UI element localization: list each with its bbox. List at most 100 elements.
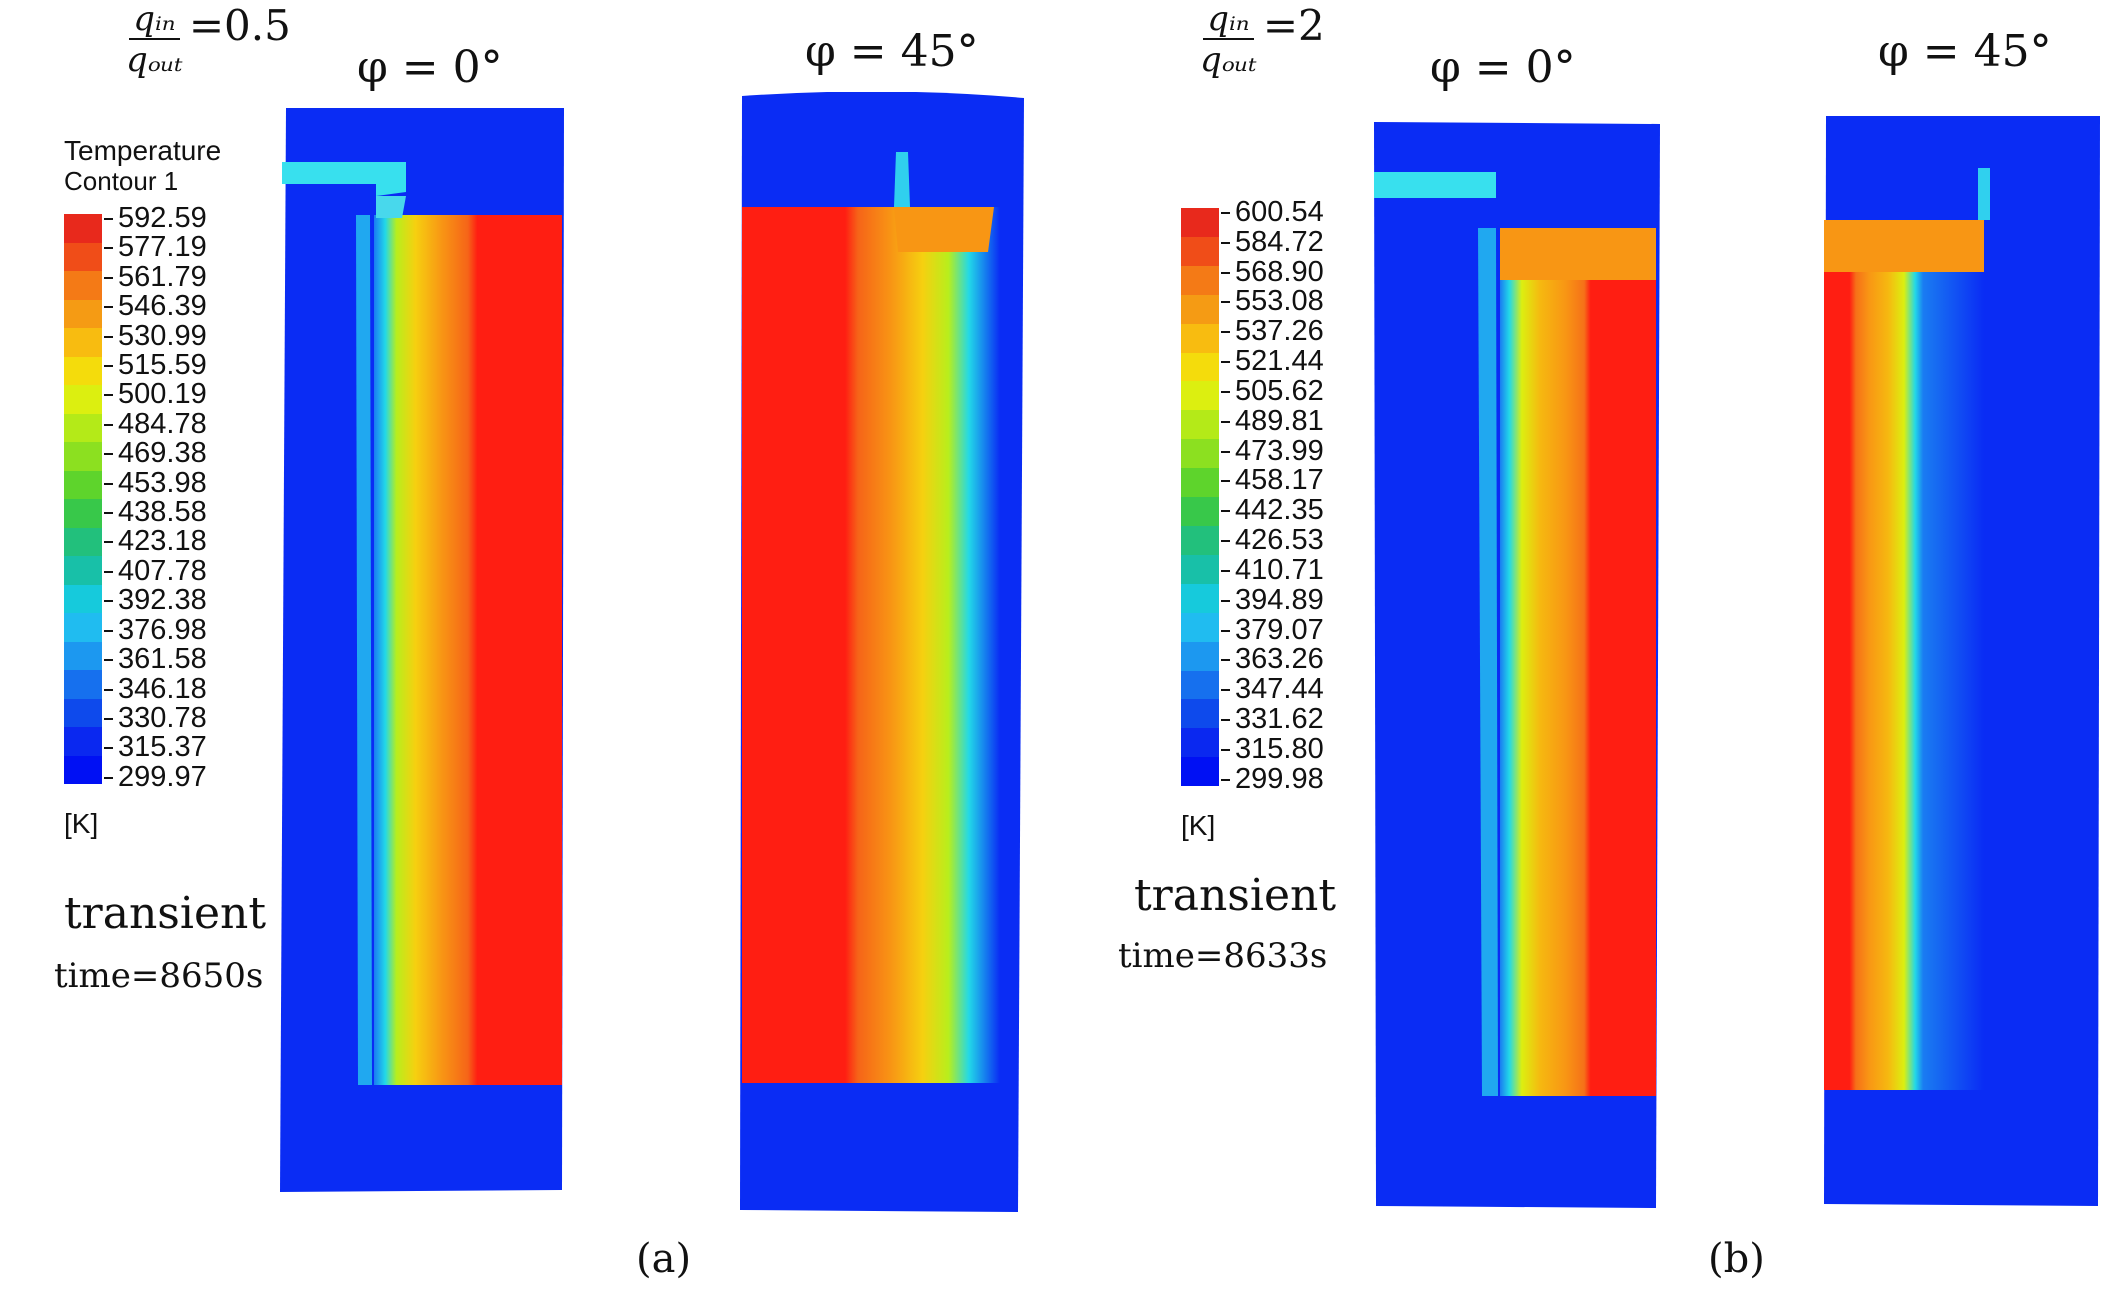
colorbar-b-tick-label: 426.53 [1221,526,1324,555]
colorbar-a-segment [64,328,102,357]
colorbar-b-tick-label: 458.17 [1221,466,1324,495]
contour-a-phi45 [740,92,1024,1212]
colorbar-b-segment [1181,670,1219,700]
colorbar-a-tick-label: 346.18 [104,674,207,704]
colorbar-b-tick-label: 363.26 [1221,645,1324,674]
colorbar-b-segment [1181,208,1219,237]
colorbar-a-segment [64,584,102,613]
legend-b-unit: [K] [1181,810,1216,841]
colorbar-b-tick-label: 410.71 [1221,555,1324,585]
ratio-a-value: =0.5 [188,0,291,50]
colorbar-b-segment [1181,381,1219,411]
colorbar-a-segment [64,442,102,471]
colorbar-a-tick-label: 299.97 [104,762,207,792]
colorbar-b-tick-label: 521.44 [1221,347,1324,376]
contour-b-phi0 [1374,122,1660,1208]
colorbar-b-tick-label: 505.62 [1221,376,1324,406]
colorbar-a-tick-label: 376.98 [104,615,207,645]
time-b-label: time=8633s [1118,936,1328,976]
colorbar-a-tick-label: 515.59 [104,351,207,380]
colorbar-a-tick-label: 546.39 [104,292,207,321]
colorbar-b-tick-label: 315.80 [1221,734,1324,764]
angle-a-0: φ = 0° [357,42,503,93]
colorbar-a-tick-label: 407.78 [104,556,207,586]
colorbar-b-tick-label: 347.44 [1221,675,1324,704]
colorbar-a-tick-label: 500.19 [104,380,207,409]
colorbar-a-tick-label: 392.38 [104,586,207,615]
colorbar-a-tick-label: 469.38 [104,439,207,468]
colorbar-a-segment [64,299,102,328]
colorbar-b-segment [1181,497,1219,526]
colorbar-b-segment [1181,757,1219,787]
colorbar-b-segment [1181,323,1219,353]
colorbar-b-segment [1181,641,1219,671]
colorbar-b-segment [1181,236,1219,266]
colorbar-a-tick-label: 453.98 [104,468,207,498]
ratio-a: qᵢₙ qₒᵤₜ =0.5 [122,0,291,80]
colorbar-a-segment [64,470,102,499]
colorbar-b-segment [1181,525,1219,555]
ratio-b-value: =2 [1262,0,1325,50]
ratio-b: qᵢₙ qₒᵤₜ =2 [1196,0,1325,80]
colorbar-a-segment [64,727,102,756]
colorbar-a-segment [64,527,102,556]
colorbar-a-segment [64,271,102,300]
colorbar-a-segment [64,613,102,642]
panel-b-label: (b) [1708,1236,1765,1282]
angle-b-0: φ = 0° [1430,42,1576,93]
transient-b-label: transient [1134,870,1336,921]
colorbar-a [64,214,102,784]
angle-b-45: φ = 45° [1878,26,2052,77]
colorbar-a-tick-label: 361.58 [104,645,207,674]
colorbar-b-segment [1181,439,1219,469]
time-a-label: time=8650s [54,956,264,996]
colorbar-b [1181,208,1219,787]
colorbar-b-segment [1181,294,1219,324]
colorbar-b-segment [1181,728,1219,758]
colorbar-b-segment [1181,352,1219,382]
colorbar-b-tick-label: 568.90 [1221,257,1324,287]
colorbar-a-segment [64,242,102,271]
colorbar-a-segment [64,385,102,414]
colorbar-b-tick-label: 442.35 [1221,496,1324,525]
colorbar-a-segment [64,413,102,442]
colorbar-a-segment [64,698,102,727]
colorbar-b-tick-label: 537.26 [1221,317,1324,346]
colorbar-b-segment [1181,554,1219,584]
colorbar-a-segment [64,356,102,385]
legend-a-subtitle: Contour 1 [64,166,179,196]
colorbar-b-segment [1181,410,1219,440]
angle-a-45: φ = 45° [805,26,979,77]
colorbar-a-tick-label: 330.78 [104,703,207,733]
ratio-a-denominator: qₒᵤₜ [126,40,183,80]
colorbar-a-segment [64,755,102,784]
colorbar-b-tick-label: 473.99 [1221,436,1324,466]
colorbar-a-ticks: 592.59 577.19 561.79 546.39 530.99 515.59 500.… [104,204,207,792]
colorbar-a-segment [64,670,102,699]
contour-b-phi45 [1824,116,2100,1206]
contour-a-phi0 [280,108,564,1192]
ratio-b-numerator: qᵢₙ [1203,0,1254,40]
colorbar-b-tick-label: 379.07 [1221,615,1324,645]
colorbar-b-segment [1181,699,1219,729]
colorbar-a-tick-label: 561.79 [104,262,207,292]
colorbar-a-tick-label: 530.99 [104,321,207,351]
colorbar-a-tick-label: 484.78 [104,409,207,439]
legend-a-unit: [K] [64,808,99,839]
colorbar-b-tick-label: 299.98 [1221,764,1324,794]
ratio-b-denominator: qₒᵤₜ [1200,40,1257,80]
colorbar-a-tick-label: 423.18 [104,527,207,556]
colorbar-a-segment [64,641,102,670]
colorbar-a-tick-label: 438.58 [104,498,207,527]
colorbar-b-tick-label: 553.08 [1221,287,1324,316]
colorbar-a-tick-label: 577.19 [104,233,207,262]
colorbar-a-segment [64,214,102,243]
transient-a-label: transient [64,888,266,939]
ratio-a-numerator: qᵢₙ [129,0,180,40]
panel-a-label: (a) [636,1236,692,1282]
colorbar-b-tick-label: 394.89 [1221,585,1324,615]
colorbar-a-tick-label: 315.37 [104,733,207,762]
colorbar-b-segment [1181,612,1219,642]
colorbar-b-tick-label: 331.62 [1221,705,1324,734]
colorbar-b-tick-label: 584.72 [1221,227,1324,257]
